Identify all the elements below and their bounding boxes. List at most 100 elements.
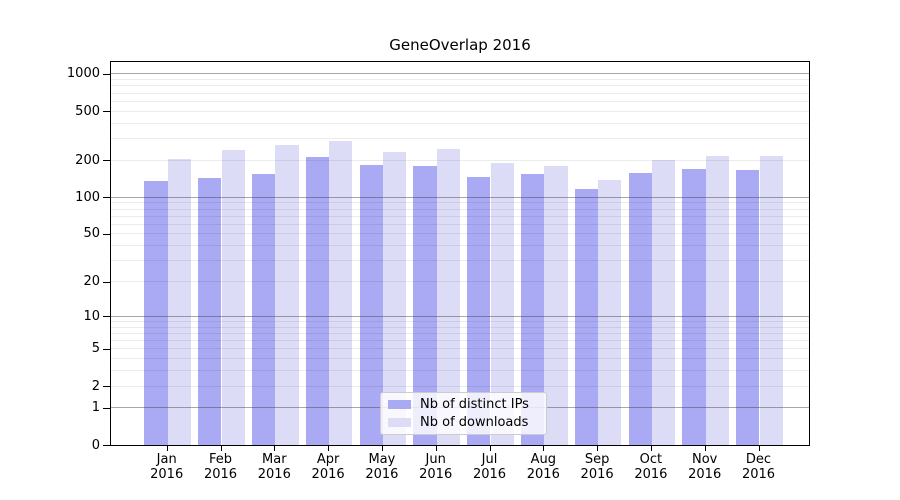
legend: Nb of distinct IPs Nb of downloads — [380, 392, 547, 435]
major-gridline — [111, 73, 809, 75]
minor-gridline — [111, 138, 809, 140]
bar-apr-downloads — [329, 141, 353, 445]
bar-may-downloads — [382, 152, 407, 445]
bar-oct-distinct-ips — [628, 172, 652, 445]
x-tick-label-jun: Jun 2016 — [419, 452, 453, 482]
major-gridline — [111, 315, 809, 317]
x-tick-label-nov: Nov 2016 — [688, 452, 722, 482]
y-tick-mark — [103, 316, 110, 318]
y-tick-mark — [103, 407, 110, 409]
legend-row-downloads: Nb of downloads — [388, 415, 539, 430]
x-tick-mark — [758, 446, 760, 451]
x-tick-label-may: May 2016 — [365, 452, 399, 482]
y-tick-mark — [103, 386, 110, 387]
x-tick-label-dec: Dec 2016 — [741, 452, 776, 482]
y-tick-mark — [103, 197, 110, 199]
bar-jul-downloads — [490, 163, 514, 445]
y-tick-mark — [103, 348, 110, 350]
bar-oct-downloads — [651, 160, 676, 445]
x-tick-mark — [328, 446, 330, 451]
legend-label-downloads: Nb of downloads — [420, 414, 529, 430]
x-tick-mark — [166, 446, 168, 451]
minor-gridline — [111, 233, 809, 235]
minor-gridline — [111, 245, 809, 247]
y-tick-mark — [103, 233, 110, 235]
bar-feb-distinct-ips — [198, 178, 222, 445]
distinct-ips-swatch — [388, 400, 411, 410]
bar-jan-downloads — [167, 159, 192, 445]
minor-gridline — [111, 281, 809, 282]
bar-nov-distinct-ips — [682, 169, 706, 445]
y-tick-label-200: 200 — [75, 152, 100, 168]
minor-gridline — [111, 348, 809, 350]
bar-jun-downloads — [436, 148, 461, 445]
y-tick-label-2: 2 — [91, 378, 100, 394]
y-tick-mark — [103, 160, 110, 162]
x-tick-mark — [597, 446, 599, 451]
x-tick-mark — [489, 446, 491, 451]
bar-jul-distinct-ips — [467, 177, 491, 445]
y-tick-label-5: 5 — [91, 341, 100, 357]
x-tick-mark — [543, 446, 545, 451]
minor-gridline — [111, 370, 809, 372]
y-tick-mark — [103, 281, 110, 283]
y-tick-label-20: 20 — [83, 274, 100, 289]
x-tick-mark — [274, 446, 276, 451]
x-tick-label-mar: Mar 2016 — [257, 452, 291, 482]
bar-nov-downloads — [705, 155, 730, 445]
x-tick-label-jan: Jan 2016 — [150, 452, 184, 482]
minor-gridline — [111, 358, 809, 360]
minor-gridline — [111, 85, 809, 87]
x-tick-label-oct: Oct 2016 — [634, 452, 668, 482]
legend-label-distinct-ips: Nb of distinct IPs — [420, 397, 529, 413]
minor-gridline — [111, 79, 809, 81]
minor-gridline — [111, 92, 809, 94]
minor-gridline — [111, 326, 809, 328]
minor-gridline — [111, 260, 809, 262]
legend-row-distinct-ips: Nb of distinct IPs — [388, 397, 539, 412]
bar-aug-downloads — [544, 166, 568, 445]
y-tick-label-500: 500 — [75, 103, 100, 119]
minor-gridline — [111, 340, 809, 341]
bar-mar-downloads — [275, 145, 299, 445]
downloads-swatch — [388, 417, 411, 427]
x-tick-label-jul: Jul 2016 — [472, 452, 507, 482]
x-tick-mark — [650, 446, 652, 451]
minor-gridline — [111, 100, 809, 102]
x-tick-mark — [381, 446, 383, 451]
minor-gridline — [111, 223, 809, 225]
minor-gridline — [111, 159, 809, 161]
bar-may-distinct-ips — [359, 164, 383, 445]
y-tick-label-1000: 1000 — [66, 66, 100, 82]
y-tick-label-100: 100 — [75, 189, 100, 205]
bar-jun-distinct-ips — [413, 166, 437, 445]
bar-aug-distinct-ips — [520, 173, 545, 445]
y-tick-mark — [103, 445, 110, 446]
bar-sep-downloads — [598, 179, 622, 445]
bar-dec-downloads — [759, 155, 783, 445]
bar-feb-downloads — [221, 149, 245, 445]
y-tick-label-10: 10 — [83, 308, 100, 324]
x-tick-label-aug: Aug 2016 — [526, 452, 560, 482]
minor-gridline — [111, 122, 809, 124]
minor-gridline — [111, 215, 809, 217]
minor-gridline — [111, 208, 809, 210]
x-tick-label-feb: Feb 2016 — [203, 452, 238, 482]
bar-mar-distinct-ips — [251, 173, 276, 445]
chart-title: GeneOverlap 2016 — [389, 36, 531, 54]
x-tick-mark — [704, 446, 706, 451]
minor-gridline — [111, 385, 809, 387]
y-tick-mark — [103, 111, 110, 113]
y-tick-label-0: 0 — [91, 437, 100, 453]
y-tick-label-1: 1 — [91, 400, 100, 416]
x-tick-mark — [220, 446, 222, 451]
bar-jan-distinct-ips — [144, 180, 168, 445]
x-tick-mark — [435, 446, 437, 451]
bar-apr-distinct-ips — [305, 157, 330, 445]
y-tick-label-50: 50 — [83, 226, 100, 242]
minor-gridline — [111, 110, 809, 112]
minor-gridline — [111, 320, 809, 322]
x-tick-label-sep: Sep 2016 — [580, 452, 614, 482]
major-gridline — [111, 196, 809, 198]
